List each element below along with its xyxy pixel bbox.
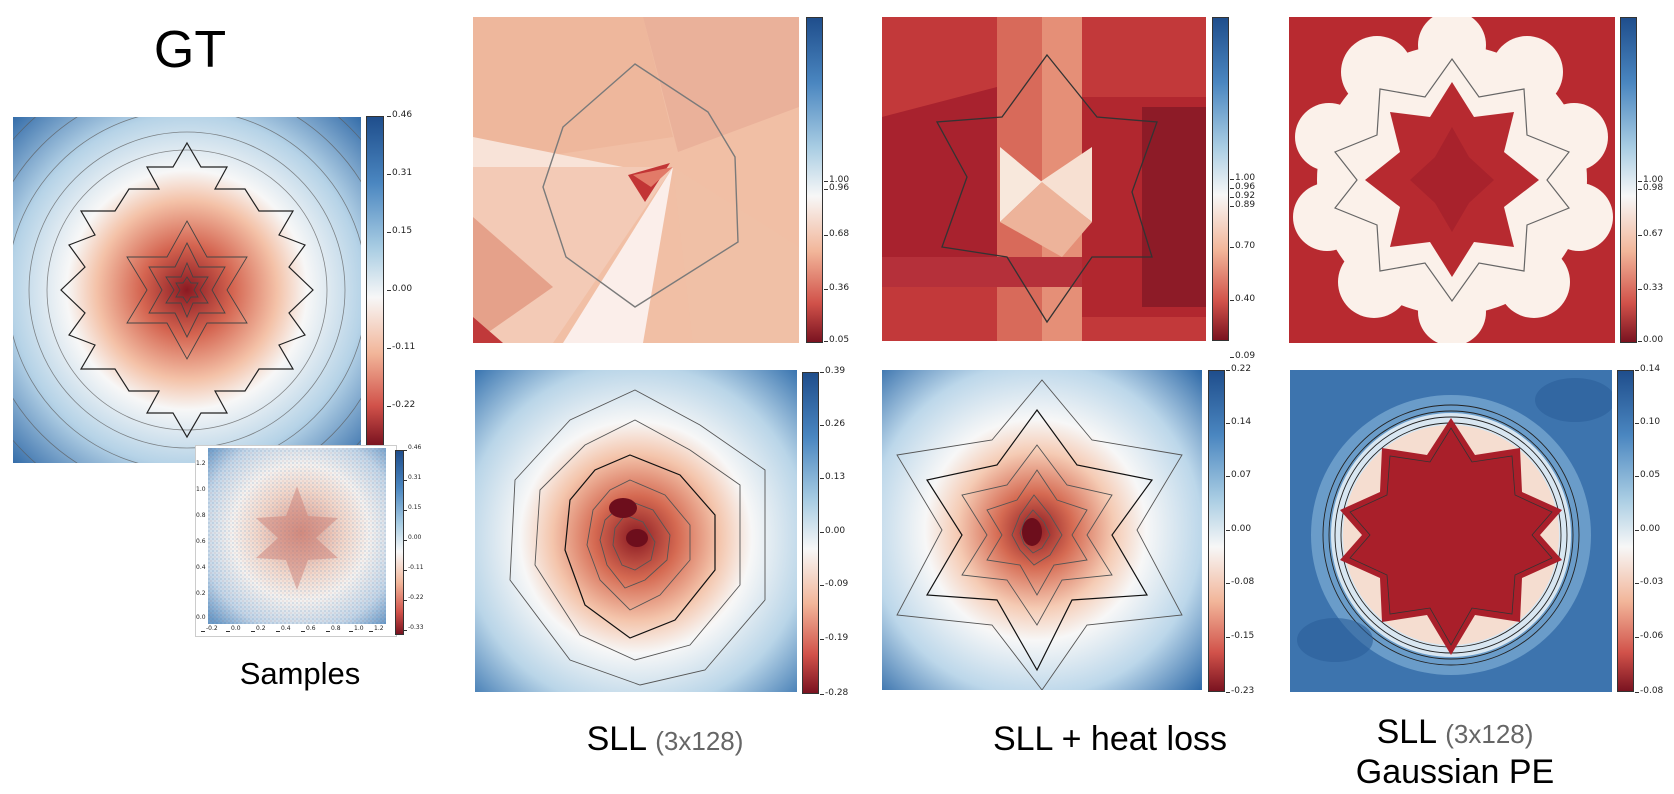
samples-scatter: 1.2 1.0 0.8 0.6 0.4 0.2 0.0 -0.2 0.0 0.2…	[195, 445, 397, 637]
gauss-bottom-heatmap	[1290, 370, 1612, 692]
gauss-label-main: SLL	[1376, 713, 1436, 751]
sll-top-heatmap	[473, 17, 799, 343]
heat-top-heatmap	[882, 17, 1206, 341]
gauss-pe-label: SLL (3x128) Gaussian PE	[1330, 713, 1580, 791]
sll-label-size: (3x128)	[655, 726, 744, 756]
gauss-label-pe: Gaussian PE	[1355, 753, 1555, 791]
gauss-top-heatmap	[1289, 17, 1615, 343]
sll-label: SLL (3x128)	[545, 720, 785, 759]
heat-loss-label: SLL + heat loss	[992, 720, 1228, 758]
sll-label-main: SLL	[586, 720, 646, 758]
samples-label: Samples	[239, 656, 361, 691]
gauss-label-size: (3x128)	[1445, 719, 1534, 749]
sll-bottom-heatmap	[475, 370, 797, 692]
gt-heatmap	[13, 117, 361, 463]
heat-bottom-heatmap	[882, 370, 1202, 690]
gt-title: GT	[153, 21, 227, 79]
